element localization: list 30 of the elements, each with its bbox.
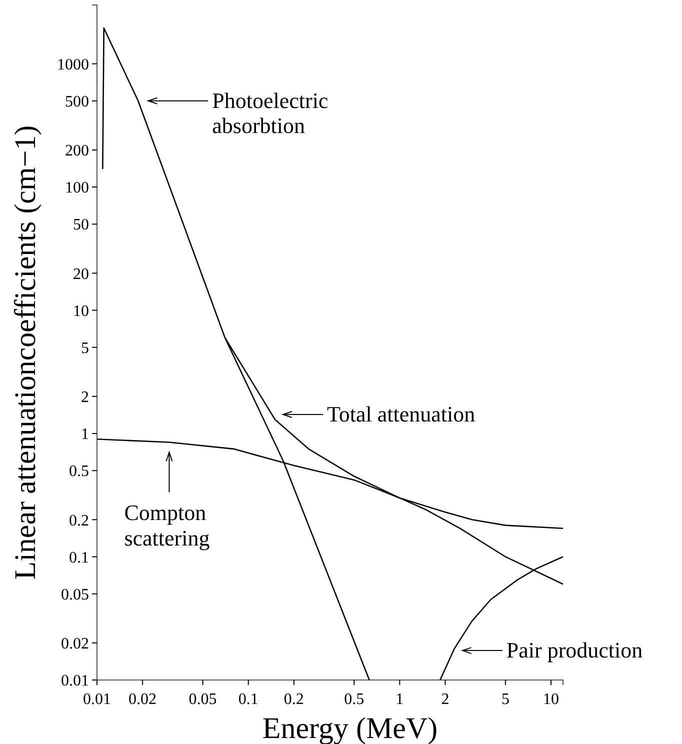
- legend-label: Pair production: [506, 638, 643, 663]
- y-tick-label: 500: [65, 94, 89, 110]
- legend-label: Total attenuation: [326, 401, 476, 426]
- y-tick-label: 0.2: [69, 512, 89, 530]
- y-tick-label: 0.5: [69, 463, 89, 480]
- y-tick-label: 2: [81, 389, 89, 406]
- y-tick-label: 0.05: [61, 586, 89, 604]
- x-tick-label: 5: [501, 691, 510, 708]
- y-axis-title: Linear attenuationcoefficients (cm−1): [9, 125, 42, 580]
- text: Compton scattering: [124, 500, 210, 551]
- y-tick-label: 50: [73, 216, 89, 234]
- y-tick-label: 200: [65, 142, 89, 160]
- x-tick-label: 10: [543, 691, 560, 708]
- y-tick-label: 0.02: [61, 636, 89, 652]
- y-tick-label: 100: [65, 180, 89, 197]
- legend-label: Photoelectric absorbtion: [212, 88, 328, 138]
- x-tick-label: 0.02: [128, 691, 157, 708]
- x-tick-label: 2: [441, 691, 450, 708]
- y-tick-label: 1000: [57, 56, 89, 74]
- y-tick-label: 0.1: [69, 549, 89, 566]
- x-tick-label: 0.1: [238, 691, 258, 708]
- y-tick-label: 20: [73, 266, 89, 283]
- y-tick-label: 0.01: [61, 672, 89, 690]
- x-tick-label: 1: [396, 691, 404, 708]
- y-tick-label: 5: [81, 340, 89, 357]
- x-tick-label: 0.5: [344, 691, 364, 708]
- y-tick-label: 10: [73, 302, 89, 320]
- y-tick-label: 1: [81, 426, 89, 444]
- x-tick-label: 0.05: [188, 691, 217, 708]
- x-tick-label: 0.2: [284, 691, 304, 708]
